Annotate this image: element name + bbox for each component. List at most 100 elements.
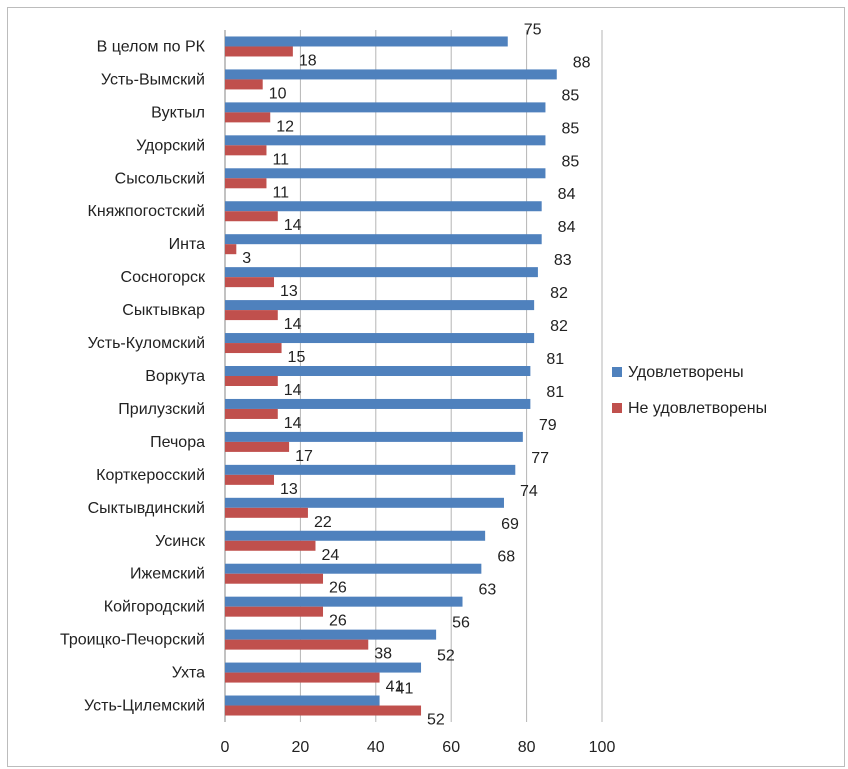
category-label: В целом по РК	[97, 38, 206, 55]
data-label: 22	[314, 514, 332, 531]
category-label: Усть-Куломский	[88, 335, 205, 352]
data-label: 82	[550, 318, 568, 335]
data-label: 38	[374, 646, 392, 663]
category-label: Троицко-Печорский	[60, 632, 205, 649]
legend-swatch	[612, 367, 622, 377]
bar-satisfied	[225, 36, 508, 47]
bar-not-satisfied	[225, 211, 278, 222]
bar-satisfied	[225, 267, 538, 278]
category-label: Прилузский	[118, 401, 205, 418]
data-label: 13	[280, 283, 298, 300]
bar-satisfied	[225, 234, 542, 245]
bar-not-satisfied	[225, 376, 278, 386]
bar-satisfied	[225, 102, 546, 113]
data-label: 41	[396, 681, 414, 698]
bar-satisfied	[225, 530, 486, 541]
bar-satisfied	[225, 135, 546, 146]
data-label: 83	[554, 252, 572, 269]
category-label: Усть-Цилемский	[84, 698, 205, 715]
bar-satisfied	[225, 201, 542, 212]
bar-satisfied	[225, 662, 422, 673]
data-label: 85	[561, 153, 579, 170]
category-label: Сыктывкар	[122, 302, 205, 319]
data-label: 79	[539, 417, 557, 434]
category-label: Усть-Вымский	[101, 71, 205, 88]
data-label: 52	[437, 648, 455, 665]
category-label: Инта	[169, 236, 205, 253]
data-label: 24	[321, 547, 339, 564]
data-label: 84	[558, 186, 576, 203]
data-label: 11	[272, 151, 289, 168]
data-label: 52	[427, 712, 445, 729]
data-label: 82	[550, 285, 568, 302]
data-label: 84	[558, 219, 576, 236]
data-label: 14	[284, 382, 302, 399]
bar-satisfied	[225, 69, 557, 80]
bar-satisfied	[225, 366, 531, 376]
data-label: 26	[329, 580, 347, 597]
data-label: 13	[280, 481, 298, 498]
bar-not-satisfied	[225, 408, 278, 419]
bar-not-satisfied	[225, 540, 316, 551]
x-axis-ticks: 0 20 40 60 80 100	[221, 739, 616, 756]
data-label: 88	[573, 54, 591, 71]
data-label: 26	[329, 613, 347, 630]
bar-not-satisfied	[225, 441, 290, 452]
data-label: 69	[501, 516, 519, 533]
x-tick-label: 40	[367, 739, 385, 756]
bar-satisfied	[225, 695, 380, 706]
data-label: 18	[299, 52, 317, 69]
bar-not-satisfied	[225, 112, 271, 123]
x-tick-label: 60	[442, 739, 460, 756]
category-label: Вуктыл	[151, 104, 205, 121]
category-label: Княжпогостский	[88, 203, 206, 220]
category-label: Сысольский	[115, 170, 205, 187]
data-label: 85	[561, 120, 579, 137]
data-label: 68	[497, 549, 515, 566]
bar-not-satisfied	[225, 639, 369, 650]
data-label: 17	[295, 448, 313, 465]
bar-satisfied	[225, 629, 437, 640]
bar-satisfied	[225, 300, 535, 311]
bar-not-satisfied	[225, 277, 275, 288]
category-label: Ижемский	[130, 566, 205, 583]
bar-satisfied	[225, 464, 516, 475]
legend: Удовлетворены Не удовлетворены	[612, 364, 767, 417]
bar-not-satisfied	[225, 474, 275, 485]
bars	[225, 36, 557, 716]
bar-not-satisfied	[225, 79, 263, 90]
data-label: 81	[546, 351, 564, 368]
category-label: Ухта	[172, 665, 205, 682]
data-label: 81	[546, 384, 564, 401]
data-label: 15	[288, 349, 306, 366]
category-label: Печора	[150, 434, 205, 451]
data-label: 41	[386, 679, 404, 696]
bar-satisfied	[225, 431, 523, 442]
category-label: Усинск	[155, 533, 206, 550]
bar-not-satisfied	[225, 310, 278, 321]
bar-not-satisfied	[225, 705, 422, 716]
data-label: 85	[561, 87, 579, 104]
category-label: Удорский	[136, 137, 205, 154]
bar-satisfied	[225, 497, 504, 508]
data-label: 3	[242, 250, 251, 267]
data-label: 63	[479, 582, 497, 599]
data-label: 75	[524, 21, 542, 38]
legend-label: Удовлетворены	[628, 364, 744, 381]
data-label: 14	[284, 217, 302, 234]
category-label: Койгородский	[104, 599, 205, 616]
data-label: 14	[284, 316, 302, 333]
bar-not-satisfied	[225, 244, 237, 255]
data-label: 56	[452, 615, 470, 632]
bar-not-satisfied	[225, 145, 267, 156]
x-tick-label: 0	[221, 739, 230, 756]
category-labels: В целом по РК Усть-Вымский Вуктыл Удорский С…	[60, 38, 206, 714]
data-label: 74	[520, 483, 538, 500]
bar-satisfied	[225, 333, 535, 344]
category-label: Сыктывдинский	[88, 500, 205, 517]
category-label: Корткеросский	[96, 467, 205, 484]
bar-not-satisfied	[225, 507, 308, 518]
x-tick-label: 80	[518, 739, 536, 756]
